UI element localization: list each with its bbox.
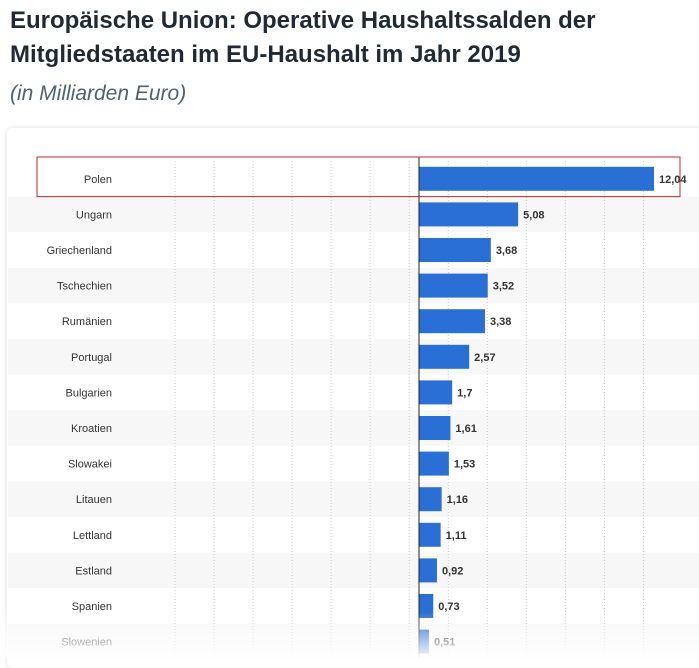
bar[interactable]	[419, 238, 491, 262]
category-label: Bulgarien	[66, 387, 112, 399]
bar[interactable]	[419, 273, 488, 298]
category-label: Griechenland	[47, 245, 112, 257]
category-label: Tschechien	[57, 281, 112, 293]
value-label: 1,61	[455, 423, 476, 435]
value-label: 1,16	[447, 494, 468, 506]
bar[interactable]	[419, 202, 519, 227]
value-label: 0,73	[438, 601, 459, 613]
row-stripe	[8, 339, 699, 375]
bar[interactable]	[419, 416, 451, 440]
value-label: 5,08	[523, 209, 544, 221]
chart-subtitle: (in Milliarden Euro)	[10, 82, 187, 105]
bar[interactable]	[419, 487, 442, 512]
category-label: Slowenien	[61, 637, 112, 649]
row-stripe	[8, 481, 699, 517]
category-label: Rumänien	[62, 316, 112, 328]
category-label: Estland	[75, 565, 112, 577]
category-label: Kroatien	[71, 423, 112, 435]
bar[interactable]	[419, 451, 449, 476]
value-label: 0,92	[442, 565, 463, 577]
value-label: 1,53	[454, 459, 475, 471]
row-stripe	[8, 267, 699, 304]
value-label: 3,52	[493, 281, 514, 293]
value-label: 0,51	[434, 637, 455, 649]
row-stripe	[8, 196, 699, 233]
category-label: Polen	[84, 174, 112, 186]
value-label: 3,38	[490, 316, 511, 328]
row-stripe	[8, 410, 699, 446]
bar[interactable]	[419, 594, 434, 618]
bar[interactable]	[419, 380, 453, 405]
bar[interactable]	[419, 629, 429, 654]
category-label: Litauen	[76, 494, 112, 506]
value-label: 3,68	[496, 245, 517, 257]
bar[interactable]	[419, 344, 470, 369]
row-stripe	[8, 552, 699, 589]
bar[interactable]	[419, 558, 437, 583]
chart-title: Europäische Union: Operative Haushaltssa…	[10, 7, 596, 68]
value-label: 1,7	[457, 387, 472, 399]
category-label: Lettland	[73, 530, 112, 542]
category-label: Slowakei	[68, 459, 112, 471]
bar[interactable]	[419, 309, 485, 334]
bar[interactable]	[419, 522, 441, 547]
category-label: Portugal	[71, 352, 112, 364]
category-label: Spanien	[72, 601, 112, 613]
bar[interactable]	[419, 166, 654, 191]
value-label: 12,04	[659, 174, 687, 186]
value-label: 1,11	[446, 530, 467, 542]
highlight-box	[36, 156, 681, 198]
value-label: 2,57	[474, 352, 495, 364]
category-label: Ungarn	[76, 209, 112, 221]
